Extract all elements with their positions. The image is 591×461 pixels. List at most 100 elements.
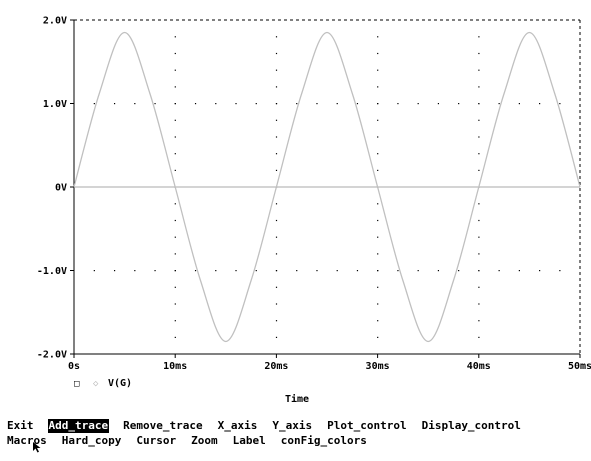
grid-dot: [174, 169, 176, 171]
y-tick-label: 1.0V: [43, 99, 67, 110]
grid-dot: [174, 69, 176, 71]
grid-dot: [377, 286, 379, 288]
menu-item-hard-copy[interactable]: Hard_copy: [61, 434, 122, 447]
grid-dot: [478, 103, 480, 105]
grid-dot: [377, 219, 379, 222]
grid-dot: [478, 219, 480, 222]
grid-dot: [174, 219, 176, 222]
menu-item-x-axis[interactable]: X_axis: [217, 419, 258, 432]
menu-item-remove-trace[interactable]: Remove_trace: [123, 419, 203, 432]
x-tick-label: 0s: [68, 361, 80, 372]
grid-dot: [478, 169, 480, 171]
grid-dot: [174, 52, 176, 55]
grid-dot: [275, 270, 278, 272]
grid-dot: [377, 153, 379, 155]
grid-dot: [215, 103, 217, 105]
trace-line-v-g: [73, 31, 581, 343]
x-tick-label: 20ms: [264, 361, 288, 372]
grid-dot: [275, 52, 278, 55]
grid-dot: [478, 270, 480, 272]
grid-dot: [559, 103, 561, 105]
grid-dot: [377, 336, 379, 338]
grid-dot: [478, 336, 480, 338]
grid-dot: [174, 270, 176, 272]
grid-dot: [377, 86, 379, 88]
menu-item-macros[interactable]: Macros: [7, 434, 47, 447]
y-tick-label: -1.0V: [37, 266, 67, 277]
grid-dot: [478, 153, 480, 155]
grid-dot: [458, 103, 460, 105]
grid-dot: [478, 303, 480, 305]
grid-dot: [478, 236, 480, 238]
grid-dot: [194, 270, 197, 272]
grid-dot: [194, 103, 197, 105]
menu-bar-row-2: Macros Hard_copy Cursor Zoom Label conFig_col…: [6, 434, 381, 448]
grid-dot: [275, 286, 278, 288]
grid-dot: [377, 203, 379, 205]
grid-dot: [275, 303, 278, 305]
x-tick-label: 30ms: [366, 361, 390, 372]
menu-item-plot-control[interactable]: Plot_control: [327, 419, 407, 432]
grid-dot: [275, 86, 278, 88]
grid-dot: [134, 103, 136, 105]
grid-dot: [154, 103, 156, 105]
grid-dot: [478, 320, 480, 322]
menu-item-cursor[interactable]: Cursor: [136, 434, 177, 447]
x-tick-label: 10ms: [163, 361, 187, 372]
grid-dot: [113, 270, 116, 272]
grid-dot: [275, 136, 278, 138]
grid-dot: [174, 86, 176, 88]
grid-dot: [174, 303, 176, 305]
grid-dot: [539, 103, 541, 105]
y-tick-label: 2.0V: [43, 16, 67, 27]
grid-dot: [377, 169, 379, 171]
grid-dot: [478, 286, 480, 288]
x-axis-title: Time: [285, 393, 309, 405]
grid-dot: [356, 103, 359, 105]
grid-dot: [478, 36, 480, 38]
grid-dot: [336, 270, 338, 272]
grid-dot: [275, 253, 278, 255]
legend-marker-icon[interactable]: □: [74, 379, 80, 389]
grid-dot: [417, 103, 419, 105]
grid-dot: [174, 103, 176, 105]
menu-item-add-trace[interactable]: Add_trace: [47, 419, 110, 433]
menu-item-config-colors[interactable]: conFig_colors: [280, 434, 367, 447]
grid-dot: [275, 219, 278, 222]
x-axis-ticks: 0s 10ms 20ms 30ms 40ms 50ms: [68, 354, 591, 372]
grid-dot: [377, 103, 379, 105]
grid-dot: [397, 103, 399, 105]
y-tick-label: -2.0V: [37, 350, 67, 361]
grid-dot: [255, 270, 257, 272]
grid-dot: [255, 103, 257, 105]
grid-dot: [174, 236, 176, 238]
grid-dot: [93, 270, 95, 272]
grid-dot: [275, 36, 278, 38]
legend-symbol-icon: ◇: [93, 379, 99, 389]
grid-dot: [478, 52, 480, 55]
menu-item-zoom[interactable]: Zoom: [191, 434, 218, 447]
grid-dot: [275, 153, 278, 155]
grid-dot: [478, 203, 480, 205]
legend[interactable]: □ ◇ V(G): [74, 378, 132, 389]
menu-item-label[interactable]: Label: [232, 434, 266, 447]
grid-dot: [437, 103, 440, 105]
legend-series-label: V(G): [108, 378, 132, 389]
grid-dot: [377, 236, 379, 238]
grid-dot: [296, 270, 298, 272]
grid-dot: [498, 270, 500, 272]
grid-dot: [275, 236, 278, 238]
grid-dot: [275, 320, 278, 322]
x-tick-label: 50ms: [568, 361, 591, 372]
grid-dot: [478, 136, 480, 138]
grid-dot: [316, 103, 318, 105]
menu-item-display-control[interactable]: Display_control: [421, 419, 521, 432]
grid-dot: [377, 119, 379, 121]
grid-dot: [174, 286, 176, 288]
grid-dot: [174, 203, 176, 205]
grid-dot: [377, 303, 379, 305]
grid-dot: [113, 103, 116, 105]
menu-item-exit[interactable]: Exit: [7, 419, 34, 432]
menu-item-y-axis[interactable]: Y_axis: [272, 419, 313, 432]
